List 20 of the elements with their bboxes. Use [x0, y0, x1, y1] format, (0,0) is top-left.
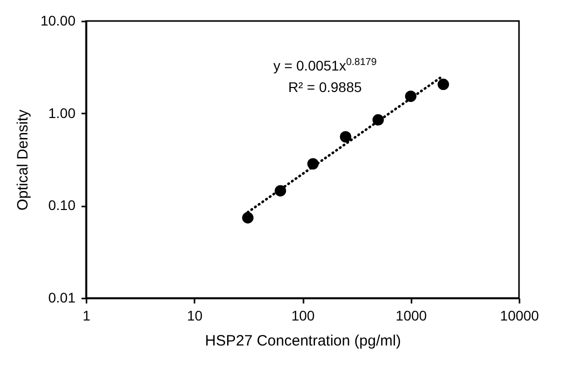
point: [372, 114, 384, 126]
point: [274, 185, 286, 196]
y-tick-label: 10.00: [40, 12, 76, 28]
x-tick-label: 10000: [500, 308, 540, 324]
point: [438, 78, 450, 90]
annotation: y = 0.0051x$^{0.8179}$: [273, 57, 377, 74]
y-tick-label: 0.01: [48, 290, 76, 306]
annotation: R² = 0.9885: [288, 79, 362, 95]
y-tick-label: 1.00: [48, 104, 76, 121]
point: [307, 158, 319, 170]
x-tick-label: 10: [186, 308, 203, 324]
point: [340, 131, 352, 142]
x-tick-label: 1: [82, 308, 91, 324]
y-tick-label: 0.10: [48, 197, 76, 214]
x-axis-title: HSP27 Concentration (pg/ml): [205, 332, 401, 350]
x-tick-label: 100: [291, 308, 315, 324]
y-axis-title: Optical Density: [14, 109, 32, 210]
point: [242, 212, 254, 224]
x-tick-label: 1000: [396, 308, 428, 324]
point: [405, 90, 416, 102]
